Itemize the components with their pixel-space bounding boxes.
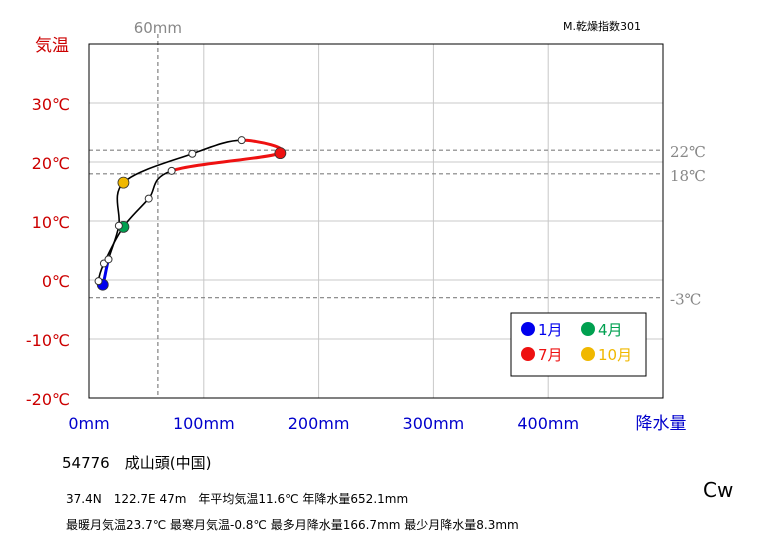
x-tick-label: 400mm: [517, 414, 579, 433]
legend-label: 1月: [538, 321, 563, 339]
x-tick-label: 200mm: [288, 414, 350, 433]
legend-label: 4月: [598, 321, 623, 339]
climate-type: Cw: [703, 478, 734, 502]
legend-swatch: [581, 347, 595, 361]
legend-label: 7月: [538, 346, 563, 364]
x-tick-label: 100mm: [173, 414, 235, 433]
grid-lines: [89, 44, 663, 398]
curve-segment: [148, 170, 172, 200]
y-tick-label: -20℃: [26, 390, 70, 409]
month-marker: [167, 166, 176, 175]
legend-box: [510, 312, 647, 377]
curve-segment: [107, 225, 120, 260]
legend-swatch: [581, 322, 595, 336]
reference-label-temp: -3℃: [670, 291, 701, 309]
x-tick-label: 300mm: [403, 414, 465, 433]
x-tick-label: 0mm: [68, 414, 109, 433]
y-tick-label: 10℃: [32, 213, 70, 232]
month-marker: [94, 277, 103, 286]
month-marker: [144, 194, 153, 203]
dryness-index: M.乾燥指数301: [563, 20, 641, 33]
month-marker: [188, 149, 197, 158]
legend: 1月 4月 7月 10月: [510, 312, 647, 377]
month-marker: [104, 255, 113, 264]
legend-label: 10月: [598, 346, 632, 364]
reference-label-temp: 22℃: [670, 143, 706, 161]
reference-label-precip: 60mm: [134, 19, 182, 37]
curve-segment: [192, 139, 242, 155]
month-marker-highlight: [274, 147, 287, 160]
curve-segment: [171, 151, 281, 173]
legend-swatch: [521, 347, 535, 361]
y-tick-label: 30℃: [32, 95, 70, 114]
month-marker: [114, 221, 123, 230]
y-axis-title: 気温: [35, 36, 69, 56]
plot-frame: [88, 43, 664, 399]
y-tick-label: -10℃: [26, 331, 70, 350]
reference-lines: 60mm 22℃ 18℃ -3℃: [89, 19, 706, 398]
curve-segment: [116, 182, 125, 226]
axis-tick-labels: 30℃ 20℃ 10℃ 0℃ -10℃ -20℃ 0mm 100mm 200mm 300mm 400…: [26, 36, 687, 434]
month-marker-highlight: [117, 176, 130, 189]
reference-label-temp: 18℃: [670, 167, 706, 185]
station-name: 54776 成山頭(中国): [62, 454, 212, 472]
legend-swatch: [521, 322, 535, 336]
month-marker: [237, 136, 246, 145]
station-info-line-2: 最暖月気温23.7℃ 最寒月気温-0.8℃ 最多月降水量166.7mm 最少月降…: [66, 518, 519, 532]
y-tick-label: 0℃: [42, 272, 70, 291]
station-info-line-1: 37.4N 122.7E 47m 年平均気温11.6℃ 年降水量652.1mm: [66, 492, 409, 506]
month-markers: [94, 136, 287, 291]
x-axis-title: 降水量: [636, 414, 687, 434]
y-tick-label: 20℃: [32, 154, 70, 173]
